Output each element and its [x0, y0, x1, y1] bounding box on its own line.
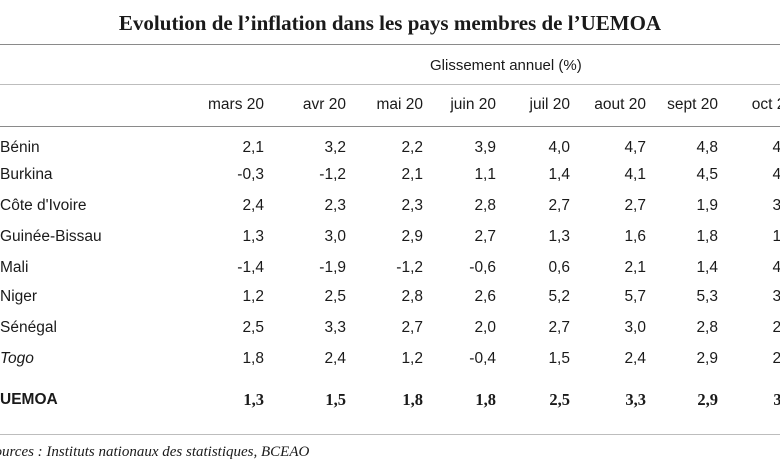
table-cell: 1,4	[548, 166, 570, 183]
table-cell: 1,5	[548, 350, 570, 367]
table-cell: 1,9	[696, 197, 718, 214]
table-cell: 3,4	[772, 288, 780, 305]
header-rule	[0, 126, 780, 127]
table-cell: 5,3	[696, 288, 718, 305]
row-label: Guinée-Bissau	[0, 228, 102, 245]
title-rule	[0, 44, 780, 45]
row-label: Togo	[0, 350, 34, 367]
column-header: mars 20	[208, 96, 264, 113]
table-cell: 2,3	[401, 197, 423, 214]
column-header: mai 20	[376, 96, 423, 113]
table-cell: 2,5	[549, 390, 570, 409]
table-cell: 1,8	[696, 228, 718, 245]
table-cell: 2,8	[772, 350, 780, 367]
column-header: aout 20	[594, 96, 646, 113]
table-cell: 2,9	[401, 228, 423, 245]
table-cell: 1,1	[474, 166, 496, 183]
table-cell: 5,7	[624, 288, 646, 305]
table-cell: 1,3	[548, 228, 570, 245]
table-cell: 2,4	[324, 350, 346, 367]
table-cell: 1,8	[242, 350, 264, 367]
table-cell: 3,3	[625, 390, 646, 409]
row-label: Côte d'Ivoire	[0, 197, 87, 214]
table-cell: -1,2	[396, 259, 423, 276]
row-label: Mali	[0, 259, 29, 276]
table-cell: 3,2	[324, 139, 346, 156]
table-cell: 3,3	[324, 319, 346, 336]
column-header: avr 20	[302, 96, 346, 113]
source-note: Sources : Instituts nationaux des statis…	[0, 444, 310, 460]
table-cell: 2,1	[401, 166, 423, 183]
table-cell: 1,5	[325, 390, 346, 409]
table-cell: 2,1	[624, 259, 646, 276]
table-cell: 4,7	[624, 139, 646, 156]
table-cell: 2,5	[242, 319, 264, 336]
table-cell: 1,3	[243, 390, 264, 409]
table-cell: -1,9	[319, 259, 346, 276]
table-cell: 3,1	[772, 197, 780, 214]
table-cell: -0,4	[469, 350, 496, 367]
table-cell: 1,8	[475, 390, 496, 409]
table-cell: 2,0	[474, 319, 496, 336]
row-label: Sénégal	[0, 319, 57, 336]
table-cell: 3,0	[324, 228, 346, 245]
table-cell: 1,2	[242, 288, 264, 305]
total-row-label: UEMOA	[0, 391, 58, 408]
table-cell: 1,1	[772, 228, 780, 245]
table-cell: 2,7	[624, 197, 646, 214]
table-cell: 2,4	[242, 197, 264, 214]
table-cell: 2,1	[242, 139, 264, 156]
source-rule	[0, 434, 780, 435]
table-cell: 4,4	[772, 139, 780, 156]
table-cell: 1,3	[242, 228, 264, 245]
table-cell: 2,8	[696, 319, 718, 336]
table-cell: 2,3	[324, 197, 346, 214]
table-cell: 4,1	[624, 166, 646, 183]
table-cell: 2,9	[696, 350, 718, 367]
table-cell: 0,6	[548, 259, 570, 276]
table-cell: 2,5	[324, 288, 346, 305]
table-cell: -0,6	[469, 259, 496, 276]
row-label: Bénin	[0, 139, 40, 156]
column-header: juin 20	[450, 96, 496, 113]
table-cell: 4,6	[772, 166, 780, 183]
table-cell: 2,4	[624, 350, 646, 367]
row-label: Burkina	[0, 166, 53, 183]
row-label: Niger	[0, 288, 38, 305]
column-header: juil 20	[529, 96, 571, 113]
table-cell: 3,0	[624, 319, 646, 336]
subheader-rule	[0, 84, 780, 85]
column-header: oct 20	[751, 96, 780, 113]
table-cell: 4,4	[772, 259, 780, 276]
table-cell: 1,2	[401, 350, 423, 367]
table-cell: 2,7	[548, 197, 570, 214]
table-subheader: Glissement annuel (%)	[430, 57, 582, 74]
table-cell: -1,2	[319, 166, 346, 183]
table-cell: 2,8	[474, 197, 496, 214]
column-header: sept 20	[667, 96, 718, 113]
table-cell: 1,4	[696, 259, 718, 276]
table-cell: 1,8	[402, 390, 423, 409]
table-title: Evolution de l’inflation dans les pays m…	[118, 11, 662, 35]
table-cell: 2,8	[401, 288, 423, 305]
table-cell: 2,6	[772, 319, 780, 336]
table-cell: 2,9	[697, 390, 718, 409]
table-cell: 2,7	[548, 319, 570, 336]
table-cell: 4,0	[548, 139, 570, 156]
table-cell: 4,5	[696, 166, 718, 183]
table-cell: 2,2	[401, 139, 423, 156]
table-cell: 1,6	[624, 228, 646, 245]
table-cell: 2,6	[474, 288, 496, 305]
table-cell: 2,7	[474, 228, 496, 245]
table-cell: 3,9	[474, 139, 496, 156]
table-cell: -0,3	[237, 166, 264, 183]
table-cell: -1,4	[237, 259, 264, 276]
table-cell: 5,2	[548, 288, 570, 305]
table-cell: 3,4	[773, 390, 780, 409]
table-cell: 4,8	[696, 139, 718, 156]
table-cell: 2,7	[401, 319, 423, 336]
